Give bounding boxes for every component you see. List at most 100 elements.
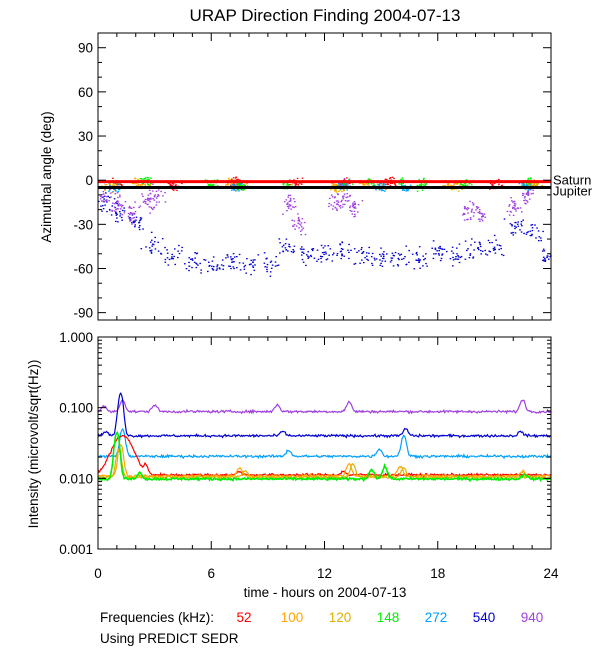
azimuth-point — [537, 230, 540, 232]
azimuth-point — [301, 258, 304, 261]
azimuth-point — [130, 212, 133, 214]
azimuth-point — [299, 248, 302, 250]
azimuth-point — [132, 217, 134, 219]
azimuth-point — [423, 177, 425, 179]
azimuth-point — [353, 210, 356, 212]
legend-item-940: 940 — [520, 610, 544, 625]
azimuth-point — [527, 194, 529, 196]
azimuth-point — [116, 202, 118, 205]
azimuth-point — [537, 182, 539, 185]
azimuth-point — [171, 257, 174, 259]
azimuth-point — [312, 248, 315, 250]
azimuth-point — [241, 184, 244, 186]
azimuth-point — [463, 205, 466, 208]
azimuth-point — [455, 183, 457, 185]
azimuth-point — [536, 183, 539, 186]
azimuth-point — [164, 201, 167, 203]
azimuth-point — [311, 249, 314, 252]
azimuth-point — [353, 263, 356, 265]
azimuth-point — [458, 243, 461, 245]
azimuth-point — [531, 227, 534, 229]
azimuth-point — [522, 183, 525, 185]
azimuth-point — [508, 214, 511, 216]
azimuth-point — [239, 184, 242, 187]
azimuth-point — [297, 184, 299, 186]
azimuth-tick-label: 60 — [78, 85, 93, 100]
azimuth-point — [521, 185, 523, 187]
azimuth-point — [534, 224, 536, 226]
azimuth-point — [418, 260, 421, 262]
azimuth-point — [330, 194, 333, 196]
azimuth-point — [472, 257, 474, 259]
azimuth-point — [252, 259, 255, 261]
azimuth-point — [243, 189, 245, 191]
azimuth-point — [184, 263, 186, 265]
azimuth-point — [164, 192, 166, 194]
azimuth-point — [241, 188, 244, 191]
azimuth-point — [295, 183, 297, 185]
azimuth-point — [170, 184, 172, 186]
azimuth-point — [172, 258, 175, 260]
azimuth-point — [389, 177, 391, 180]
azimuth-point — [533, 179, 536, 181]
azimuth-point — [301, 254, 303, 256]
azimuth-point — [514, 208, 516, 210]
azimuth-point — [347, 200, 350, 202]
azimuth-point — [117, 196, 119, 199]
azimuth-series-100 — [101, 177, 539, 194]
azimuth-point — [238, 253, 241, 256]
azimuth-point — [305, 264, 307, 267]
azimuth-point — [512, 214, 515, 216]
azimuth-point — [155, 190, 158, 192]
azimuth-point — [542, 256, 545, 258]
azimuth-point — [104, 189, 106, 191]
azimuth-point — [191, 266, 193, 269]
azimuth-tick-label: 90 — [78, 41, 93, 56]
azimuth-point — [455, 256, 457, 258]
azimuth-point — [425, 183, 428, 185]
azimuth-point — [150, 231, 153, 233]
azimuth-point — [379, 264, 382, 266]
azimuth-point — [195, 266, 198, 269]
azimuth-point — [166, 252, 169, 254]
azimuth-point — [297, 216, 300, 219]
azimuth-point — [236, 267, 238, 269]
azimuth-point — [354, 213, 356, 215]
azimuth-point — [443, 248, 446, 250]
azimuth-point — [270, 260, 273, 262]
azimuth-point — [166, 249, 168, 251]
azimuth-point — [286, 210, 288, 212]
azimuth-point — [440, 257, 443, 260]
azimuth-point — [290, 251, 293, 253]
azimuth-point — [129, 220, 131, 222]
azimuth-point — [339, 243, 341, 245]
azimuth-point — [210, 265, 213, 267]
azimuth-point — [138, 221, 141, 223]
azimuth-point — [211, 260, 214, 262]
azimuth-point — [230, 256, 232, 258]
azimuth-point — [406, 189, 408, 191]
azimuth-point — [530, 189, 532, 191]
azimuth-point — [475, 209, 477, 211]
azimuth-point — [380, 255, 382, 257]
azimuth-point — [120, 216, 123, 219]
azimuth-point — [225, 184, 227, 186]
azimuth-point — [113, 188, 115, 190]
azimuth-point — [491, 241, 493, 244]
azimuth-point — [452, 265, 454, 267]
azimuth-point — [393, 177, 395, 180]
azimuth-point — [106, 210, 108, 213]
azimuth-point — [300, 222, 303, 224]
azimuth-point — [405, 190, 408, 192]
azimuth-point — [468, 183, 471, 185]
azimuth-point — [148, 199, 151, 201]
azimuth-point — [197, 264, 199, 266]
azimuth-point — [439, 247, 442, 250]
azimuth-point — [456, 253, 458, 255]
azimuth-point — [233, 188, 236, 191]
azimuth-point — [287, 207, 290, 209]
azimuth-point — [302, 227, 305, 229]
azimuth-point — [521, 183, 523, 185]
azimuth-point — [524, 199, 527, 201]
